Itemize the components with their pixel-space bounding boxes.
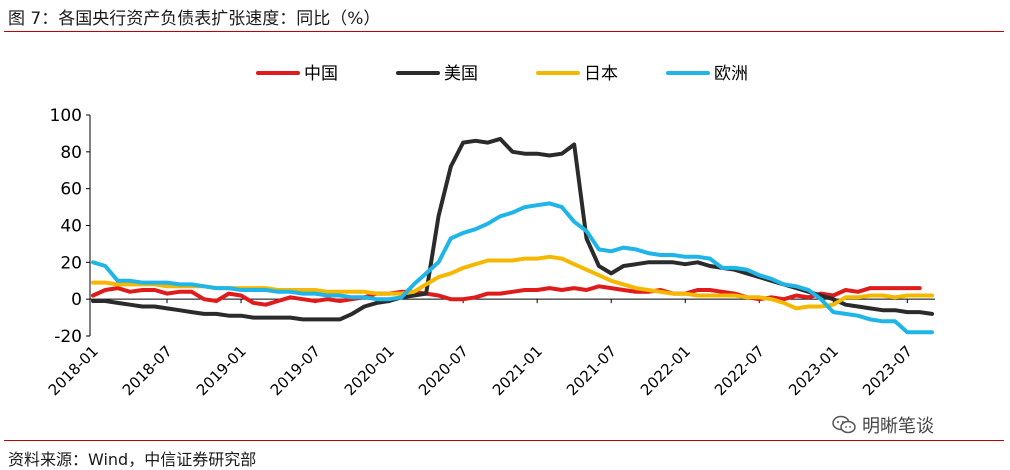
x-tick-label: 2020-07 — [415, 342, 472, 399]
x-tick-label: 2021-07 — [563, 342, 620, 399]
legend-label: 日本 — [584, 64, 618, 84]
y-tick-label: 80 — [60, 143, 82, 163]
legend-label: 中国 — [304, 64, 338, 84]
chart-title: 图 7：各国央行资产负债表扩张速度：同比（%） — [8, 9, 381, 29]
bottom-rule — [4, 440, 1004, 441]
watermark: 明晰笔谈 — [832, 412, 934, 438]
y-tick-label: 20 — [60, 253, 82, 273]
x-tick-label: 2020-01 — [341, 342, 398, 399]
y-tick-label: -20 — [54, 327, 82, 347]
top-rule — [4, 31, 1004, 32]
source-note: 资料来源：Wind，中信证券研究部 — [8, 450, 257, 469]
x-tick-label: 2018-01 — [45, 342, 102, 399]
x-tick-label: 2023-07 — [859, 342, 916, 399]
x-tick-label: 2022-07 — [711, 342, 768, 399]
x-tick-label: 2018-07 — [119, 342, 176, 399]
y-tick-label: 60 — [60, 180, 82, 200]
x-tick-label: 2022-01 — [637, 342, 694, 399]
y-tick-label: 40 — [60, 217, 82, 237]
x-tick-label: 2019-01 — [193, 342, 250, 399]
series-line-0 — [91, 284, 922, 307]
legend-label: 美国 — [444, 64, 478, 84]
y-tick-label: 100 — [50, 106, 82, 126]
legend-label: 欧洲 — [714, 64, 748, 84]
wechat-icon — [832, 415, 856, 435]
x-tick-label: 2019-07 — [267, 342, 324, 399]
x-tick-label: 2021-01 — [489, 342, 546, 399]
series-line-3 — [91, 201, 934, 335]
y-tick-label: 0 — [71, 290, 82, 310]
watermark-text: 明晰笔谈 — [862, 416, 934, 437]
x-tick-label: 2023-01 — [785, 342, 842, 399]
